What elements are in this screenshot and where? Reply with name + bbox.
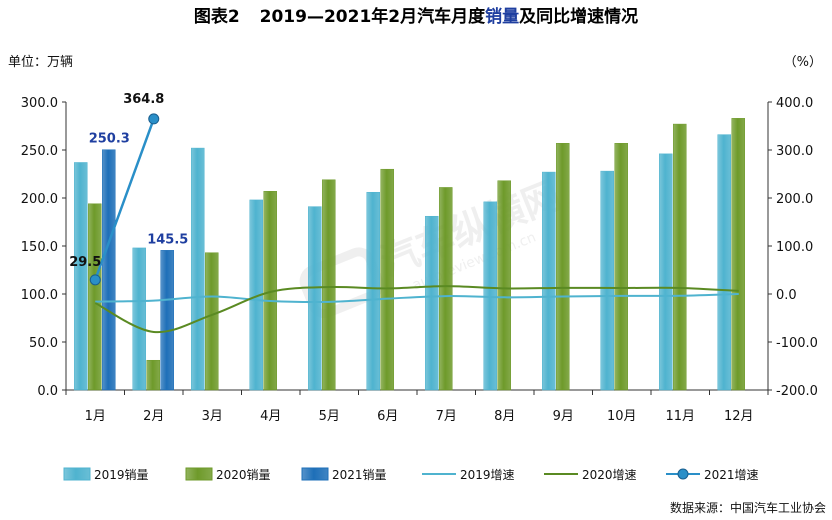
right-tick-label: 200.0 bbox=[776, 192, 813, 207]
x-tick-label: 1月 bbox=[85, 409, 106, 424]
line-2021增速 bbox=[94, 118, 155, 281]
bar-2020销量 bbox=[439, 187, 453, 391]
bar-2021销量 bbox=[160, 250, 174, 391]
left-tick-label: 100.0 bbox=[21, 288, 58, 303]
bar-2019销量 bbox=[366, 191, 380, 391]
bar-data-label: 250.3 bbox=[89, 132, 130, 147]
bar-2020销量 bbox=[731, 118, 745, 391]
line-data-label: 364.8 bbox=[123, 92, 164, 107]
legend: 2019销量 2020销量 2021销量 2019增速 2020增速 2021增速 bbox=[63, 467, 759, 482]
x-tick-label: 5月 bbox=[319, 409, 340, 424]
bar-2020销量 bbox=[205, 252, 219, 391]
right-tick-label: -200.0 bbox=[776, 384, 818, 399]
bar-data-label: 145.5 bbox=[147, 232, 188, 247]
bar-2019销量 bbox=[74, 162, 88, 391]
bar-2019销量 bbox=[191, 147, 205, 391]
bar-2020销量 bbox=[322, 179, 336, 391]
left-tick-label: 300.0 bbox=[21, 96, 58, 111]
legend-label: 2020增速 bbox=[582, 468, 637, 482]
bar-2020销量 bbox=[497, 180, 511, 391]
legend-swatch bbox=[301, 467, 329, 481]
title-prefix: 图表2 bbox=[194, 6, 240, 27]
x-tick-label: 2月 bbox=[143, 409, 164, 424]
left-tick-label: 200.0 bbox=[21, 192, 58, 207]
line-data-label: 29.5 bbox=[69, 255, 101, 270]
bar-2019销量 bbox=[308, 206, 322, 391]
title-part-a: 2019—2021年2月汽车月度 bbox=[260, 6, 486, 27]
bar-2019销量 bbox=[659, 153, 673, 391]
source-note: 数据来源：中国汽车工业协会 bbox=[670, 500, 826, 515]
x-tick-label: 11月 bbox=[665, 409, 695, 424]
x-tick-label: 3月 bbox=[202, 409, 223, 424]
bar-2021销量 bbox=[102, 149, 116, 391]
x-tick-label: 8月 bbox=[494, 409, 515, 424]
x-tick-label: 6月 bbox=[377, 409, 398, 424]
line-2019增速 bbox=[95, 292, 739, 304]
left-tick-label: 50.0 bbox=[29, 336, 58, 351]
legend-label: 2020销量 bbox=[216, 468, 271, 482]
point-2021增速 bbox=[89, 274, 101, 286]
legend-marker bbox=[677, 468, 689, 480]
title-part-c: 及同比增速情况 bbox=[519, 6, 638, 27]
x-tick-label: 10月 bbox=[607, 409, 637, 424]
plot-area: 0.0 50.0 100.0 150.0 200.0 250.0 300.0 -200.0 -1… bbox=[21, 92, 818, 424]
right-tick-label: 100.0 bbox=[776, 240, 813, 255]
left-tick-label: 250.0 bbox=[21, 144, 58, 159]
legend-label: 2019增速 bbox=[460, 468, 515, 482]
bar-2019销量 bbox=[542, 171, 556, 391]
bar-2019销量 bbox=[132, 247, 146, 391]
right-axis-unit: （%） bbox=[784, 55, 822, 70]
left-tick-label: 0.0 bbox=[37, 384, 58, 399]
x-tick-label: 9月 bbox=[553, 409, 574, 424]
bar-2019销量 bbox=[425, 215, 439, 391]
left-tick-label: 150.0 bbox=[21, 240, 58, 255]
legend-label: 2021销量 bbox=[332, 468, 387, 482]
x-tick-label: 4月 bbox=[260, 409, 281, 424]
bar-2020销量 bbox=[673, 123, 687, 391]
chart-title: 图表2 2019—2021年2月汽车月度销量及同比增速情况 bbox=[194, 6, 638, 27]
legend-swatch bbox=[63, 467, 91, 481]
right-tick-label: 0.0 bbox=[776, 288, 797, 303]
bar-2020销量 bbox=[380, 168, 394, 391]
x-tick-label: 7月 bbox=[436, 409, 457, 424]
bar-2019销量 bbox=[600, 170, 614, 391]
left-axis-unit: 单位：万辆 bbox=[8, 55, 73, 70]
point-2021增速 bbox=[148, 113, 160, 125]
legend-label: 2019销量 bbox=[94, 468, 149, 482]
legend-label: 2021增速 bbox=[704, 468, 759, 482]
right-tick-label: 300.0 bbox=[776, 144, 813, 159]
title-part-b: 销量 bbox=[485, 6, 519, 27]
bar-2020销量 bbox=[556, 143, 570, 391]
line-2020增速 bbox=[94, 285, 739, 334]
bar-2020销量 bbox=[614, 143, 628, 391]
bar-2020销量 bbox=[146, 359, 160, 391]
right-tick-label: -100.0 bbox=[776, 336, 818, 351]
bar-2019销量 bbox=[717, 134, 731, 391]
x-tick-label: 12月 bbox=[724, 409, 754, 424]
bar-2020销量 bbox=[88, 203, 102, 391]
legend-swatch bbox=[185, 467, 213, 481]
right-tick-label: 400.0 bbox=[776, 96, 813, 111]
